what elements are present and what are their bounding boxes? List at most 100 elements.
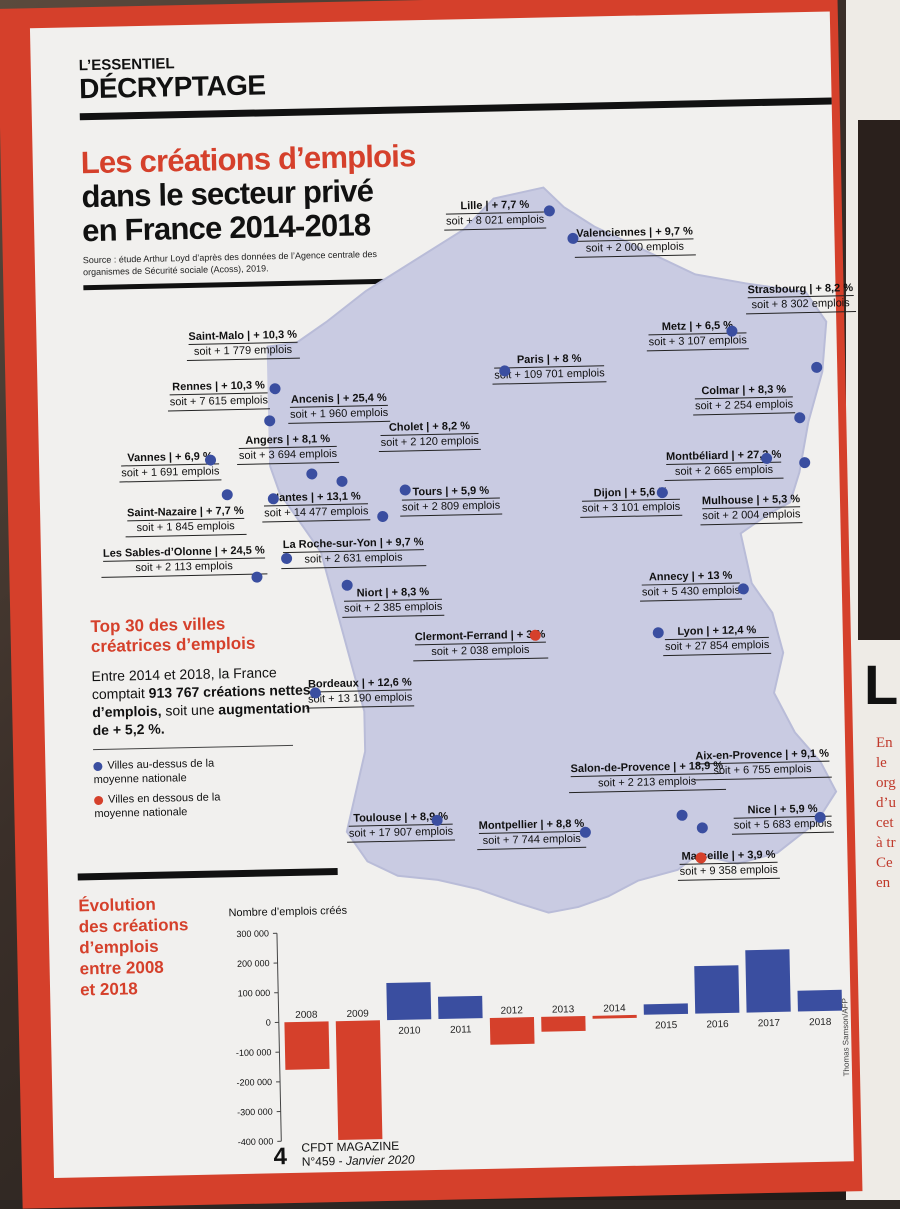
- city-name: Saint-Malo: [188, 330, 244, 343]
- city-name: Metz: [662, 321, 687, 334]
- city-label-lille: Lille | + 7,7 %soit + 8 021 emplois: [444, 197, 547, 230]
- city-name: Valenciennes: [576, 226, 646, 239]
- city-growth: + 5,9 %: [451, 485, 489, 498]
- separator: |: [244, 330, 253, 342]
- legend-red-dot-icon: [94, 795, 103, 804]
- city-name: Paris: [517, 354, 544, 367]
- city-label-salon-de-provence: Salon-de-Provence | + 18,9 %soit + 2 213…: [568, 759, 725, 793]
- issue-number: N°459 -: [302, 1154, 346, 1169]
- city-name: Salon-de-Provence: [570, 761, 670, 775]
- facing-page-text: en: [876, 875, 890, 892]
- city-jobs: soit + 2 213 emplois: [571, 774, 724, 791]
- city-name: Annecy: [649, 571, 689, 584]
- city-name: Saint-Nazaire: [127, 506, 197, 519]
- city-jobs: soit + 2 038 emplois: [415, 643, 546, 660]
- page-number: 4: [273, 1143, 287, 1171]
- separator: |: [308, 491, 317, 503]
- city-label-rennes: Rennes | + 10,3 %soit + 7 615 emplois: [167, 378, 270, 411]
- city-growth: + 8,3 %: [748, 383, 786, 396]
- separator: |: [382, 587, 391, 599]
- summary-part-2: soit une: [161, 701, 218, 718]
- city-jobs: soit + 8 302 emplois: [748, 296, 854, 312]
- city-growth: + 3,9 %: [738, 849, 776, 862]
- city-jobs: soit + 1 779 emplois: [189, 343, 298, 359]
- city-jobs: soit + 2 631 emplois: [283, 550, 424, 567]
- chart-category-label: 2017: [758, 1018, 781, 1029]
- city-growth: + 7,7 %: [492, 199, 530, 212]
- separator: |: [646, 226, 655, 238]
- city-label-colmar: Colmar | + 8,3 %soit + 2 254 emplois: [693, 382, 796, 415]
- separator: |: [283, 434, 292, 446]
- chart-category-label: 2015: [655, 1020, 678, 1031]
- city-label-mulhouse: Mulhouse | + 5,3 %soit + 2 004 emplois: [700, 492, 803, 525]
- separator: |: [621, 487, 630, 499]
- city-name: Nice: [747, 804, 770, 816]
- city-jobs: soit + 2 004 emplois: [702, 507, 800, 523]
- separator: |: [508, 629, 517, 641]
- chart-bar-2015: [644, 1003, 688, 1014]
- city-name: Toulouse: [353, 812, 401, 825]
- separator: |: [377, 537, 386, 549]
- issue-date: Janvier 2020: [346, 1152, 415, 1167]
- evolution-line-3: d’emplois: [79, 935, 199, 959]
- city-growth: + 8,8 %: [546, 818, 584, 831]
- city-jobs: soit + 2 120 emplois: [381, 434, 479, 450]
- summary-text: Entre 2014 et 2018, la France comptait 9…: [91, 662, 322, 739]
- top30-title: Top 30 des villes créatrices d’emplois: [90, 613, 291, 657]
- city-jobs: soit + 1 960 emplois: [290, 406, 388, 422]
- city-jobs: soit + 27 854 emplois: [665, 638, 770, 654]
- chart-category-label: 2008: [295, 1010, 318, 1021]
- separator: |: [423, 421, 432, 433]
- chart-category-label: 2018: [809, 1017, 832, 1028]
- city-jobs: soit + 2 665 emplois: [666, 463, 782, 479]
- city-name: Colmar: [701, 384, 739, 397]
- magazine-page: L’ESSENTIEL DÉCRYPTAGE Les créations d’e…: [0, 0, 862, 1209]
- chart-category-label: 2010: [398, 1025, 421, 1036]
- top30-line-2: créatrices d’emplois: [91, 633, 291, 657]
- separator: |: [544, 353, 553, 365]
- city-growth: + 8,3 %: [391, 586, 429, 599]
- city-jobs: soit + 2 113 emplois: [103, 558, 265, 575]
- chart-category-label: 2011: [450, 1024, 472, 1035]
- facing-page-text: En: [876, 735, 893, 752]
- city-label-tours: Tours | + 5,9 %soit + 2 809 emplois: [400, 483, 503, 516]
- city-jobs: soit + 9 358 emplois: [680, 863, 778, 879]
- city-jobs: soit + 2 000 emplois: [577, 239, 694, 255]
- chart-category-label: 2009: [346, 1009, 369, 1020]
- chart-y-tick-label: 200 000: [237, 958, 270, 969]
- city-dot-les-sables-d-olonne-icon: [251, 572, 262, 583]
- separator: |: [537, 819, 546, 831]
- city-growth: + 12,6 %: [368, 676, 412, 689]
- photo-credit: Thomas Samson/AFP: [840, 998, 851, 1076]
- city-growth: + 25,4 %: [343, 392, 387, 405]
- facing-page-text: Ce: [876, 855, 893, 872]
- chart-y-tick-label: 100 000: [238, 988, 271, 999]
- city-growth: + 13,1 %: [317, 490, 361, 503]
- city-name: Angers: [245, 434, 283, 447]
- city-jobs: soit + 1 691 emplois: [121, 464, 219, 480]
- city-label-vannes: Vannes | + 6,9 %soit + 1 691 emplois: [119, 449, 222, 482]
- facing-page-text: à tr: [876, 835, 896, 852]
- city-label-niort: Niort | + 8,3 %soit + 2 385 emplois: [342, 585, 445, 618]
- chart-bar-2012: [490, 1017, 535, 1045]
- city-growth: + 24,5 %: [221, 544, 265, 557]
- city-jobs: soit + 2 809 emplois: [402, 499, 500, 515]
- separator: |: [197, 506, 206, 518]
- separator: |: [334, 393, 343, 405]
- city-growth: + 10,3 %: [253, 329, 297, 342]
- city-name: Dijon: [594, 487, 622, 500]
- chart-y-tick-label: 300 000: [236, 928, 269, 939]
- issue-info: N°459 - Janvier 2020: [302, 1152, 415, 1168]
- chart-ylabel: Nombre d’emplois créés: [228, 905, 347, 919]
- city-growth: + 12,4 %: [712, 624, 756, 637]
- city-jobs: soit + 2 254 emplois: [695, 397, 793, 413]
- chart-bar-2009: [336, 1020, 383, 1140]
- city-label-lyon: Lyon | + 12,4 %soit + 27 854 emplois: [663, 623, 772, 656]
- city-label-les-sables-d-olonne: Les Sables-d’Olonne | + 24,5 %soit + 2 1…: [101, 543, 267, 577]
- city-jobs: soit + 2 385 emplois: [344, 600, 442, 616]
- city-growth: + 9,1 %: [791, 748, 829, 761]
- city-label-ancenis: Ancenis | + 25,4 %soit + 1 960 emplois: [288, 391, 391, 424]
- city-jobs: soit + 3 694 emplois: [239, 447, 337, 463]
- city-jobs: soit + 1 845 emplois: [127, 519, 244, 535]
- facing-page-text: le: [876, 755, 887, 772]
